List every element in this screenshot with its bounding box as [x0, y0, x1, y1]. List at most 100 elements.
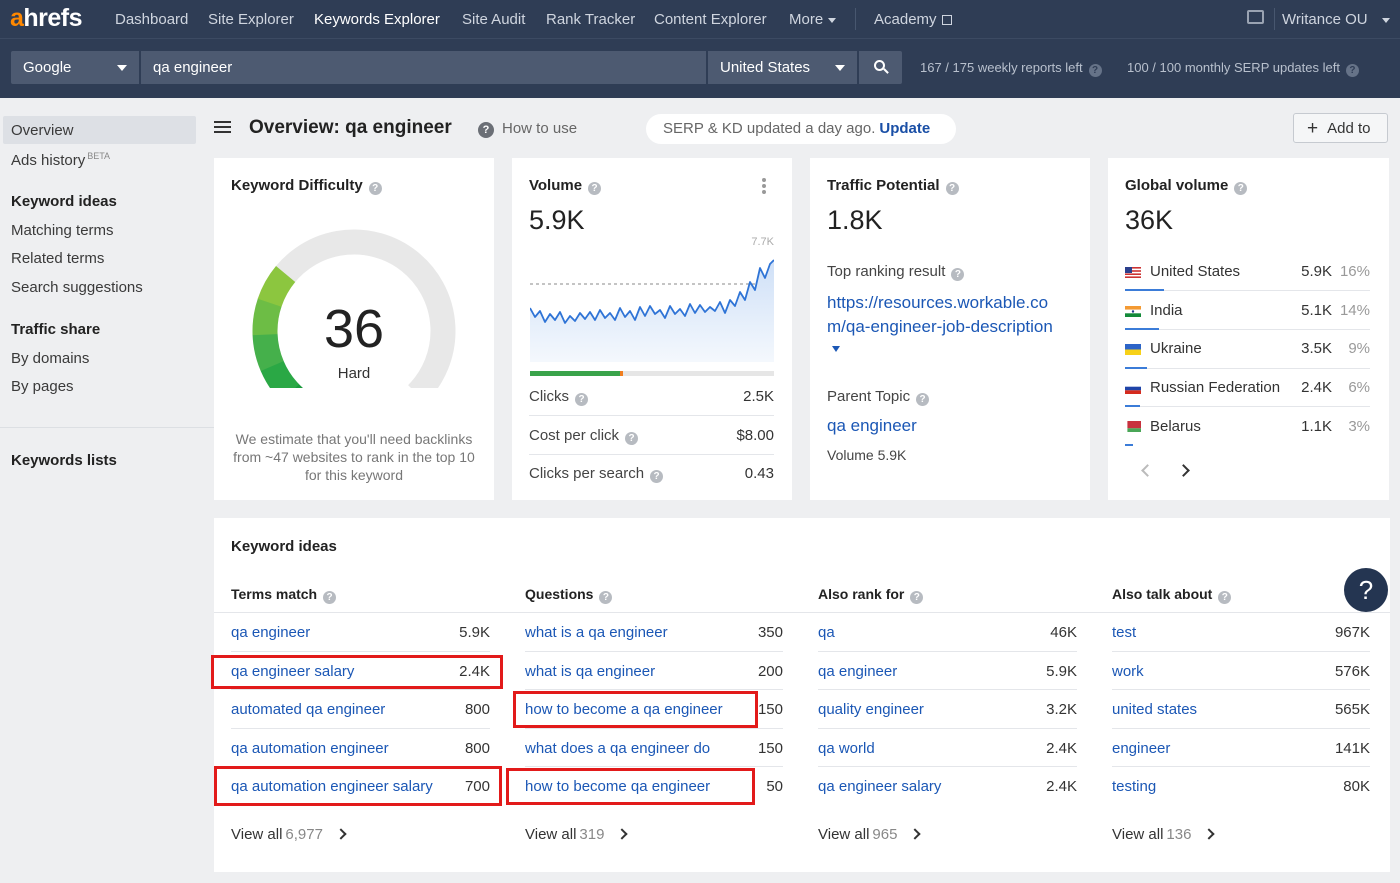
keyword-link[interactable]: qa engineer salary	[231, 663, 355, 680]
keyword-link[interactable]: what is qa engineer	[525, 663, 656, 680]
nav-keywords-explorer[interactable]: Keywords Explorer	[314, 11, 440, 28]
keyword-link[interactable]: qa automation engineer	[231, 740, 389, 757]
keyword-link[interactable]: qa engineer	[818, 663, 898, 680]
global-value: 36K	[1125, 205, 1174, 235]
parent-topic-link[interactable]: qa engineer	[827, 416, 917, 435]
country-value: United States	[720, 59, 811, 76]
view-all-terms-match[interactable]: View all 6,977	[231, 826, 347, 843]
help-icon[interactable]: ?	[1218, 591, 1232, 604]
keyword-link[interactable]: qa world	[818, 740, 875, 757]
keyword-link[interactable]: what does a qa engineer do	[525, 740, 711, 757]
highlight-box	[214, 766, 502, 806]
keyword-volume: 2.4K	[459, 663, 490, 680]
help-icon[interactable]: ?	[945, 182, 959, 195]
view-all-label: View all	[525, 826, 577, 843]
more-options-icon[interactable]	[762, 178, 766, 194]
sidebar-item-by-domains[interactable]: By domains	[11, 350, 90, 367]
keyword-link[interactable]: qa	[818, 624, 835, 641]
country-share: 16%	[1339, 263, 1370, 280]
weekly-quota: 167 / 175 weekly reports left?	[920, 60, 1102, 77]
help-icon[interactable]: ?	[1088, 64, 1102, 77]
sidebar-item-label: Ads history	[11, 152, 86, 169]
sidebar-divider	[0, 427, 214, 428]
help-icon[interactable]: ?	[575, 393, 588, 406]
search-button[interactable]	[859, 51, 902, 84]
keyword-link[interactable]: what is a qa engineer	[525, 624, 668, 641]
how-to-use-label: How to use	[502, 120, 578, 137]
keyword-link[interactable]: how to become qa engineer	[525, 778, 711, 795]
keyword-link[interactable]: qa engineer salary	[818, 778, 942, 795]
top-ranking-url[interactable]: https://resources.workable.co m/qa-engin…	[827, 291, 1053, 339]
menu-icon[interactable]	[214, 121, 231, 134]
monitor-icon[interactable]	[1247, 10, 1264, 24]
search-icon	[874, 60, 885, 71]
keyword-link[interactable]: testing	[1112, 778, 1157, 795]
keyword-search-input[interactable]: qa engineer	[141, 51, 706, 84]
keyword-volume: 800	[464, 740, 490, 757]
keyword-volume: 50	[766, 778, 783, 795]
sidebar-heading-traffic-share: Traffic share	[11, 321, 101, 338]
keyword-link[interactable]: engineer	[1112, 740, 1171, 757]
update-link[interactable]: Update	[879, 120, 931, 137]
kd-gauge-segment	[260, 360, 300, 388]
help-icon[interactable]: ?	[323, 591, 337, 604]
search-engine-value: Google	[23, 59, 72, 76]
nav-site-explorer[interactable]: Site Explorer	[208, 11, 294, 28]
traffic-potential-card	[810, 158, 1090, 500]
cpc-label-text: Cost per click	[529, 427, 620, 444]
add-to-label: Add to	[1327, 120, 1371, 137]
keyword-link[interactable]: work	[1112, 663, 1144, 680]
keyword-link[interactable]: test	[1112, 624, 1137, 641]
help-icon[interactable]: ?	[1234, 182, 1248, 195]
global-title: Global volume?	[1125, 177, 1248, 195]
keyword-link[interactable]: qa automation engineer salary	[231, 778, 433, 795]
chevron-right-icon	[1203, 828, 1216, 840]
plus-icon: +	[1307, 118, 1319, 139]
nav-content-explorer[interactable]: Content Explorer	[654, 11, 767, 28]
country-select[interactable]: United States	[708, 51, 857, 84]
sidebar-item-related-terms[interactable]: Related terms	[11, 250, 105, 267]
sidebar-item-ads-history[interactable]: Ads history BETA	[11, 151, 110, 169]
keyword-link[interactable]: how to become a qa engineer	[525, 701, 723, 718]
serp-quota-text: 100 / 100 monthly SERP updates left	[1127, 60, 1340, 75]
nav-rank-tracker[interactable]: Rank Tracker	[546, 11, 636, 28]
help-icon[interactable]: ?	[951, 268, 965, 281]
help-icon[interactable]: ?	[910, 591, 924, 604]
sidebar-item-search-suggestions[interactable]: Search suggestions	[11, 279, 143, 296]
keyword-link[interactable]: quality engineer	[818, 701, 924, 718]
ahrefs-logo[interactable]: ahrefs	[10, 4, 83, 32]
nav-site-audit[interactable]: Site Audit	[462, 11, 526, 28]
help-icon[interactable]: ?	[599, 591, 613, 604]
nav-dashboard[interactable]: Dashboard	[115, 11, 189, 28]
sidebar-item-by-pages[interactable]: By pages	[11, 378, 74, 395]
clicks-value: 2.5K	[743, 388, 774, 405]
view-all-questions[interactable]: View all 319	[525, 826, 629, 843]
help-icon[interactable]: ?	[916, 393, 930, 406]
help-icon[interactable]: ?	[1345, 64, 1359, 77]
top-ranking-label: Top ranking result?	[827, 263, 965, 281]
keyword-volume: 2.4K	[1046, 778, 1077, 795]
nav-more[interactable]: More	[789, 11, 837, 28]
search-engine-select[interactable]: Google	[11, 51, 139, 84]
sidebar-item-keywords-lists[interactable]: Keywords lists	[11, 452, 117, 469]
help-chat-button[interactable]: ?	[1344, 568, 1388, 612]
keyword-link[interactable]: automated qa engineer	[231, 701, 386, 718]
keyword-link[interactable]: united states	[1112, 701, 1198, 718]
view-all-also-talk-about[interactable]: View all 136	[1112, 826, 1216, 843]
nav-academy[interactable]: Academy	[874, 11, 952, 28]
country-name: Belarus	[1150, 418, 1201, 435]
nav-more-label: More	[789, 11, 824, 28]
help-icon[interactable]: ?	[368, 182, 382, 195]
keyword-link[interactable]: qa engineer	[231, 624, 311, 641]
expand-arrow-icon[interactable]	[832, 346, 840, 352]
sidebar-item-overview[interactable]: Overview	[3, 116, 196, 144]
add-to-button[interactable]: + Add to	[1293, 113, 1388, 143]
account-menu[interactable]: Writance OU	[1282, 11, 1390, 28]
sidebar-item-matching-terms[interactable]: Matching terms	[11, 222, 114, 239]
help-icon[interactable]: ?	[588, 182, 602, 195]
view-all-also-rank-for[interactable]: View all 965	[818, 826, 922, 843]
help-icon[interactable]: ?	[625, 432, 639, 445]
kd-gauge-segment	[252, 298, 282, 336]
how-to-use-link[interactable]: ? How to use	[478, 120, 577, 138]
help-icon[interactable]: ?	[650, 470, 664, 483]
